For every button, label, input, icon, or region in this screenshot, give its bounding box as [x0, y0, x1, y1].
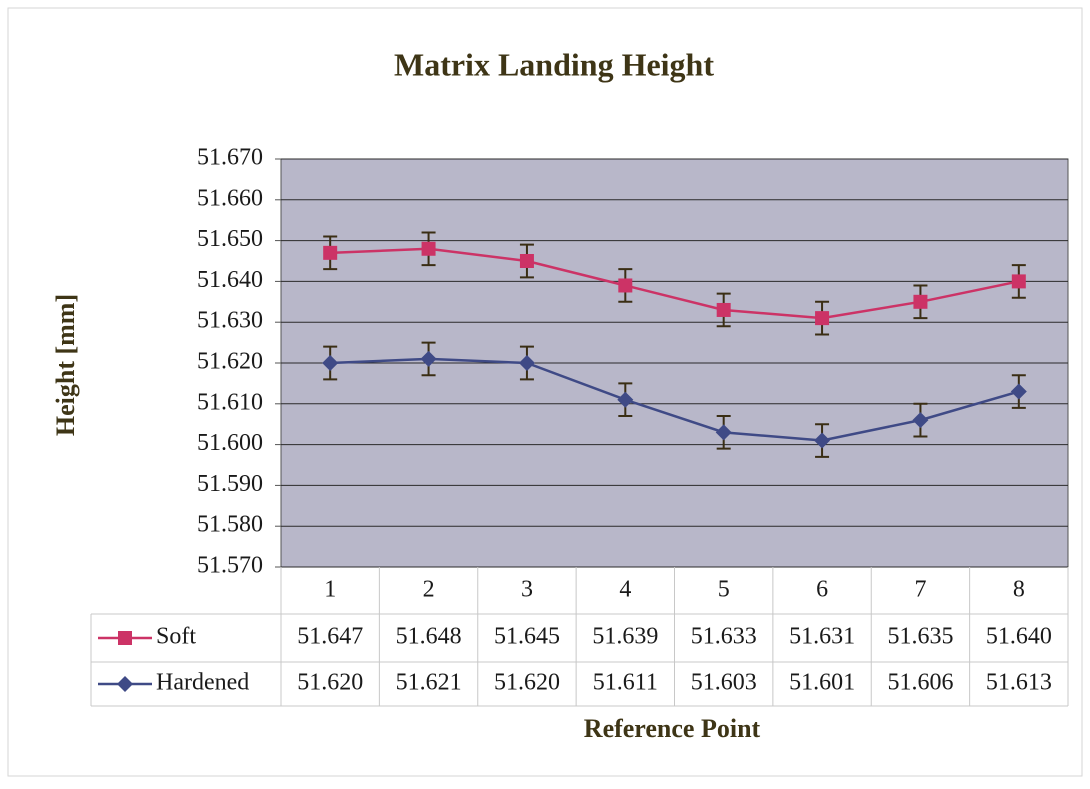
table-value: 51.640: [986, 624, 1052, 650]
point: [814, 432, 831, 449]
point: [715, 424, 732, 441]
x-tick-label: 7: [914, 577, 926, 603]
point: [519, 254, 534, 268]
point: [518, 355, 535, 371]
point: [716, 302, 731, 317]
point: [323, 245, 338, 260]
point: [913, 294, 928, 309]
table-value: 51.639: [592, 624, 658, 650]
point: [1010, 383, 1027, 400]
point: [618, 278, 633, 293]
table-value: 51.631: [789, 624, 855, 650]
x-tick-label: 2: [423, 577, 435, 603]
point: [117, 676, 133, 692]
point: [815, 311, 830, 326]
point: [912, 412, 929, 429]
table-value: 51.648: [396, 624, 462, 650]
point: [118, 631, 132, 645]
table-value: 51.621: [396, 670, 462, 696]
y-tick-label: 51.570: [197, 553, 263, 579]
legend-label: Hardened: [156, 670, 249, 696]
table-value: 51.620: [297, 670, 363, 696]
y-tick-label: 51.630: [197, 308, 263, 334]
y-tick-label: 51.590: [197, 471, 263, 497]
table-value: 51.606: [887, 670, 953, 696]
point: [421, 241, 436, 256]
y-tick-label: 51.650: [197, 226, 263, 252]
table-value: 51.645: [494, 624, 560, 650]
x-tick-label: 1: [324, 577, 336, 603]
y-tick-label: 51.660: [197, 185, 263, 211]
series-line: [330, 357, 1020, 442]
point: [1011, 274, 1026, 289]
table-value: 51.633: [691, 624, 757, 650]
point: [322, 355, 339, 371]
y-axis-label: Height [mm]: [51, 294, 80, 436]
table-value: 51.647: [297, 624, 363, 650]
x-tick-label: 5: [718, 577, 730, 603]
y-tick-label: 51.620: [197, 349, 263, 375]
table-value: 51.635: [887, 624, 953, 650]
y-tick-label: 51.640: [197, 267, 263, 293]
table-value: 51.613: [986, 670, 1052, 696]
point: [420, 350, 437, 367]
x-tick-label: 6: [816, 577, 828, 603]
series-line: [330, 247, 1020, 320]
y-tick-label: 51.600: [197, 430, 263, 456]
table-value: 51.603: [691, 670, 757, 696]
x-tick-label: 4: [619, 577, 631, 603]
chart-title: Matrix Landing Height: [394, 46, 714, 82]
table-value: 51.620: [494, 670, 560, 696]
x-tick-label: 8: [1013, 577, 1025, 603]
y-tick-label: 51.670: [197, 145, 263, 171]
legend-label: Soft: [156, 624, 196, 650]
table-value: 51.611: [593, 670, 658, 696]
y-tick-label: 51.610: [197, 389, 263, 415]
table-value: 51.601: [789, 670, 855, 696]
x-axis-label: Reference Point: [584, 714, 761, 743]
x-tick-label: 3: [521, 577, 533, 603]
y-tick-label: 51.580: [197, 512, 263, 538]
point: [617, 391, 634, 408]
